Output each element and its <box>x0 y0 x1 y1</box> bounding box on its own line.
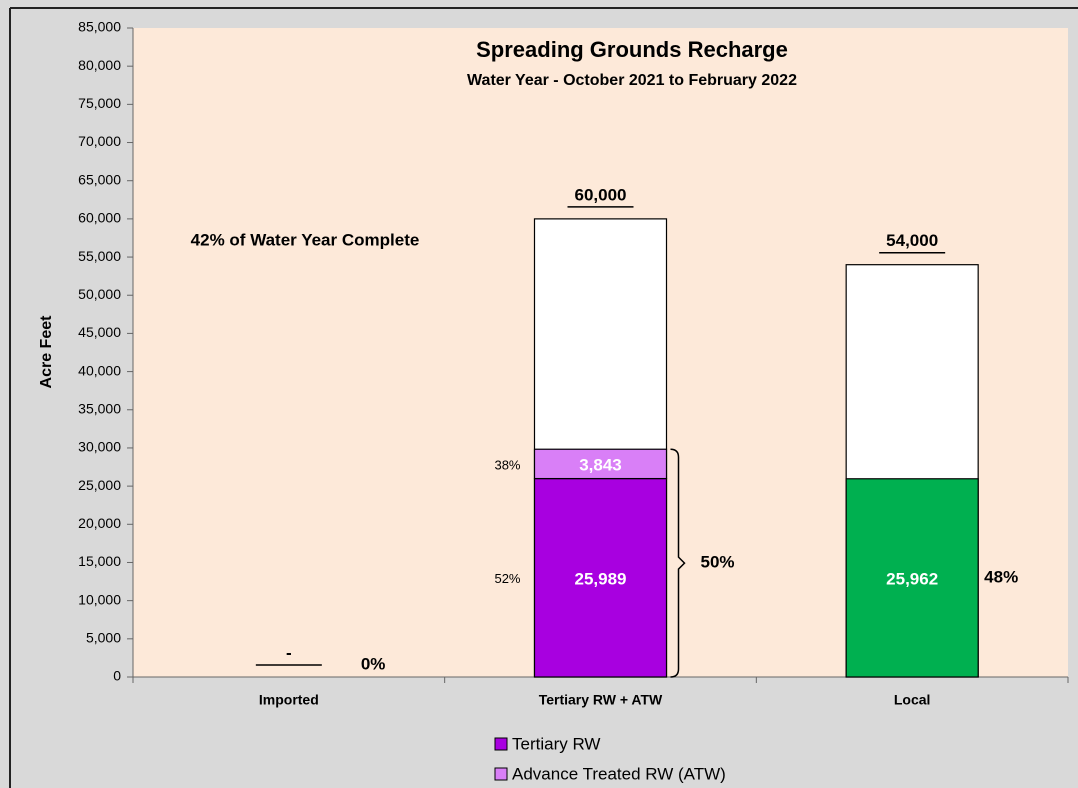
y-tick-label: 65,000 <box>78 171 121 187</box>
chart-title: Spreading Grounds Recharge <box>476 37 788 62</box>
y-tick-label: 85,000 <box>78 19 121 35</box>
y-tick-label: 15,000 <box>78 553 121 569</box>
progress-label: 50% <box>701 553 735 572</box>
y-tick-label: 10,000 <box>78 591 121 607</box>
y-tick-label: 50,000 <box>78 286 121 302</box>
segment-percent: 52% <box>494 571 520 586</box>
legend-label: Advance Treated RW (ATW) <box>512 764 726 783</box>
x-tick-label: Imported <box>259 692 319 708</box>
segment-percent: 38% <box>494 457 520 472</box>
y-tick-label: 25,000 <box>78 477 121 493</box>
y-tick-label: 30,000 <box>78 439 121 455</box>
y-tick-label: 0 <box>113 668 121 684</box>
y-tick-label: 80,000 <box>78 57 121 73</box>
value-label: 3,843 <box>579 455 622 474</box>
bracket <box>670 448 686 678</box>
y-tick-label: 55,000 <box>78 248 121 264</box>
bar-segment <box>533 477 668 678</box>
y-tick-label: 60,000 <box>78 210 121 226</box>
y-tick-label: 35,000 <box>78 400 121 416</box>
bar-segment <box>845 478 979 678</box>
y-tick-label: 70,000 <box>78 133 121 149</box>
y-tick-label: 5,000 <box>86 630 121 646</box>
progress-label: 48% <box>984 567 1018 586</box>
annotation: 42% of Water Year Complete <box>191 230 420 249</box>
y-tick-label: 20,000 <box>78 515 121 531</box>
target-label: 54,000 <box>886 231 938 250</box>
chart-subtitle: Water Year - October 2021 to February 20… <box>467 72 797 89</box>
x-tick-label: Local <box>894 692 931 708</box>
legend-swatch <box>494 737 508 751</box>
value-label: 25,962 <box>886 569 938 588</box>
value-label: 25,989 <box>575 569 627 588</box>
progress-label: 0% <box>361 654 386 673</box>
y-tick-label: 40,000 <box>78 362 121 378</box>
y-axis-label: Acre Feet <box>38 315 55 389</box>
legend-label: Tertiary RW <box>512 734 600 753</box>
bar-segment <box>533 448 668 480</box>
x-tick-label: Tertiary RW + ATW <box>539 692 663 708</box>
y-tick-label: 45,000 <box>78 324 121 340</box>
y-tick-label: 75,000 <box>78 95 121 111</box>
legend-swatch <box>494 767 508 781</box>
target-label: - <box>286 643 292 662</box>
target-label: 60,000 <box>575 185 627 204</box>
